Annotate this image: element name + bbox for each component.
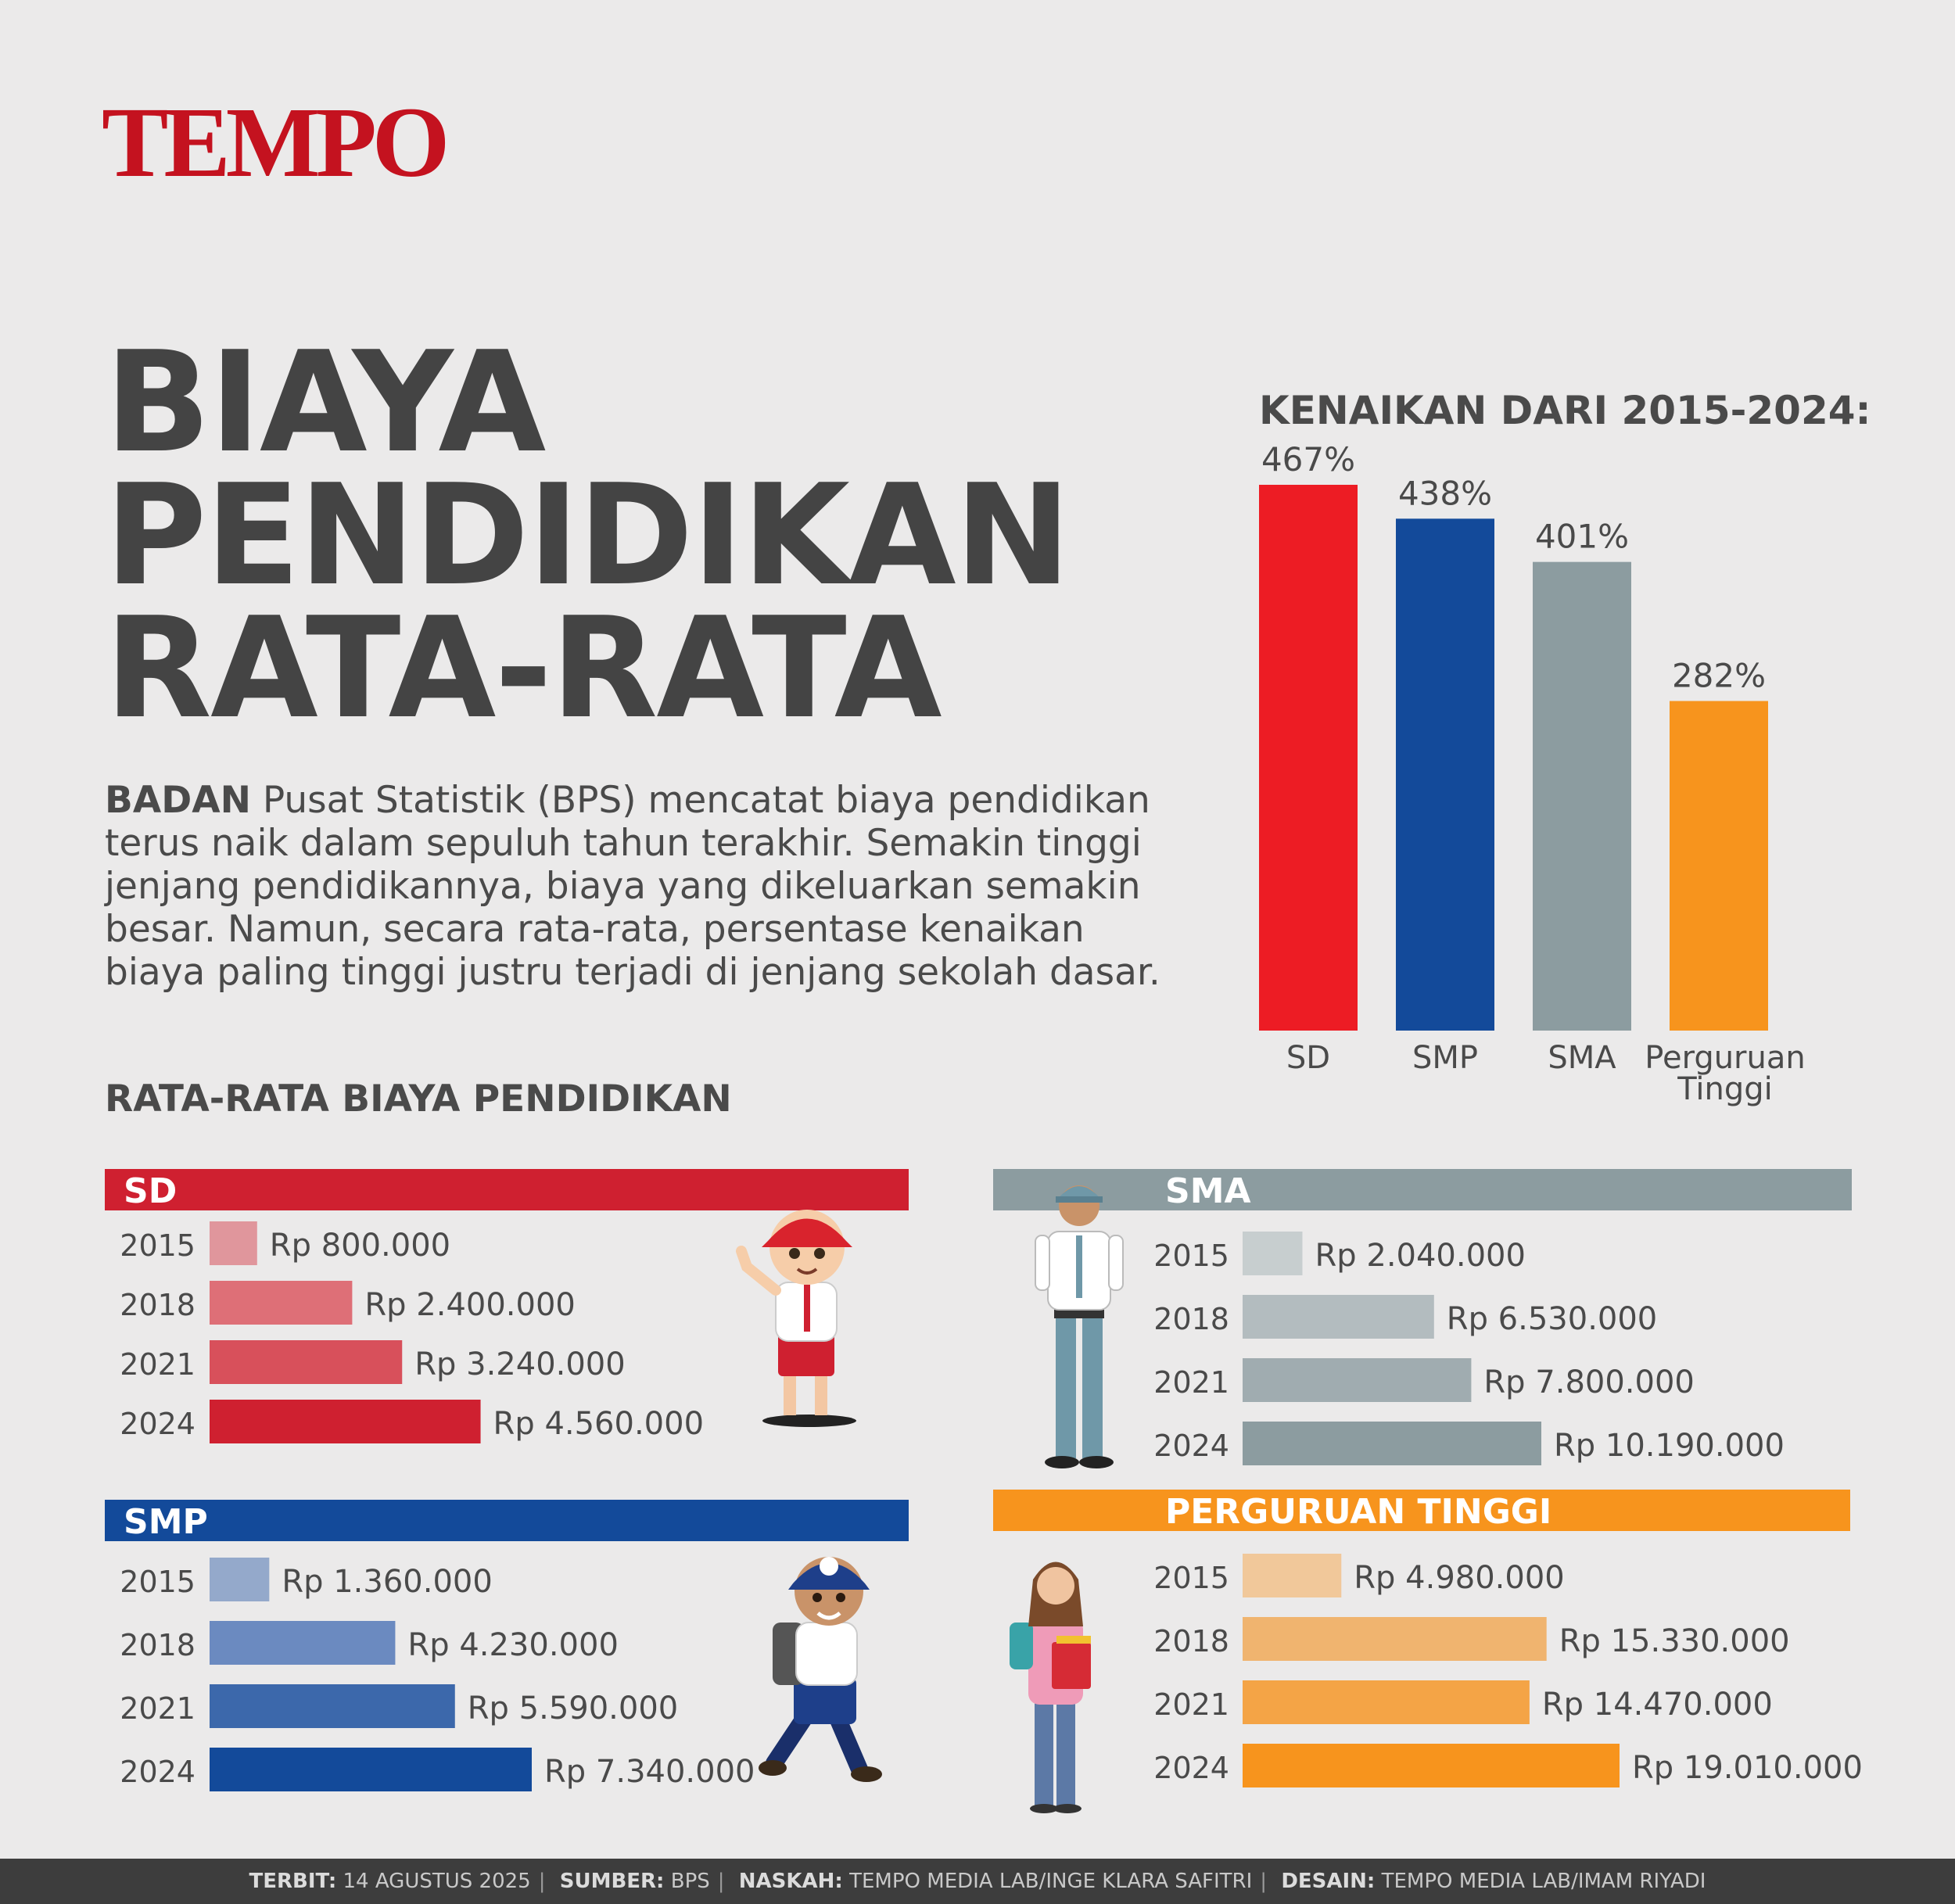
perguruan-tinggi-year-label-0: 2015 bbox=[1153, 1561, 1229, 1595]
sma-bar-2 bbox=[1243, 1358, 1472, 1402]
sma-student-illustration bbox=[1035, 1185, 1124, 1468]
footer-desain-label: DESAIN: bbox=[1281, 1870, 1376, 1893]
percent-bar-0 bbox=[1259, 485, 1358, 1031]
sma-year-label-3: 2024 bbox=[1153, 1429, 1229, 1463]
sd-bar-1 bbox=[210, 1281, 353, 1325]
title-line-3: RATA-RATA bbox=[105, 587, 942, 749]
sd-value-label-2: Rp 3.240.000 bbox=[414, 1346, 625, 1382]
sd-header-band bbox=[105, 1169, 909, 1210]
sma-header-band bbox=[993, 1169, 1852, 1210]
sd-year-label-0: 2015 bbox=[120, 1228, 196, 1263]
footer-terbit: 14 AGUSTUS 2025 bbox=[343, 1870, 531, 1893]
percent-value-label-3: 282% bbox=[1672, 657, 1766, 695]
percent-category-label-3-0: Perguruan bbox=[1645, 1040, 1805, 1076]
intro-text: Pusat Statistik (BPS) mencatat biaya pen… bbox=[105, 779, 1160, 994]
sma-year-label-1: 2018 bbox=[1153, 1302, 1229, 1336]
perguruan-tinggi-header-title: PERGURUAN TINGGI bbox=[1165, 1492, 1551, 1532]
perguruan-tinggi-value-label-3: Rp 19.010.000 bbox=[1632, 1750, 1863, 1786]
sma-year-label-0: 2015 bbox=[1153, 1239, 1229, 1273]
charts-canvas: KENAIKAN DARI 2015-2024: 467% SD 438% SMP 401… bbox=[105, 388, 1871, 1791]
sd-year-label-2: 2021 bbox=[120, 1347, 196, 1382]
smp-header-title: SMP bbox=[124, 1502, 208, 1542]
smp-year-label-1: 2018 bbox=[120, 1628, 196, 1662]
smp-student-illustration bbox=[759, 1557, 882, 1782]
smp-bar-0 bbox=[210, 1558, 270, 1601]
perguruan-tinggi-value-label-2: Rp 14.470.000 bbox=[1542, 1687, 1773, 1723]
sd-value-label-0: Rp 800.000 bbox=[270, 1228, 450, 1264]
section-subheading: RATA-RATA BIAYA PENDIDIKAN bbox=[105, 1077, 732, 1121]
perguruan-tinggi-bar-1 bbox=[1243, 1617, 1547, 1661]
perguruan-tinggi-bar-2 bbox=[1243, 1680, 1530, 1724]
percent-value-label-2: 401% bbox=[1535, 518, 1629, 556]
percent-category-label-1-0: SMP bbox=[1412, 1040, 1478, 1076]
perguruan-tinggi-year-label-1: 2018 bbox=[1153, 1624, 1229, 1658]
perguruan-tinggi-header-band bbox=[993, 1490, 1850, 1531]
title-line-1: BIAYA bbox=[105, 321, 546, 483]
smp-year-label-2: 2021 bbox=[120, 1691, 196, 1726]
perguruan-tinggi-bar-0 bbox=[1243, 1554, 1342, 1597]
footer-desain: TEMPO MEDIA LAB/IMAM RIYADI bbox=[1381, 1870, 1706, 1893]
sma-bar-3 bbox=[1243, 1422, 1541, 1465]
smp-value-label-3: Rp 7.340.000 bbox=[544, 1754, 755, 1790]
percent-bar-2 bbox=[1533, 561, 1631, 1031]
sd-header-title: SD bbox=[124, 1171, 177, 1211]
sd-bar-2 bbox=[210, 1340, 403, 1384]
smp-year-label-3: 2024 bbox=[120, 1755, 196, 1789]
sma-value-label-1: Rp 6.530.000 bbox=[1447, 1301, 1657, 1337]
percent-value-label-1: 438% bbox=[1398, 474, 1492, 512]
perguruan-tinggi-year-label-3: 2024 bbox=[1153, 1751, 1229, 1785]
sd-value-label-3: Rp 4.560.000 bbox=[493, 1406, 704, 1442]
smp-header-band bbox=[105, 1500, 909, 1541]
university-student-illustration bbox=[1010, 1562, 1091, 1813]
sma-header-title: SMA bbox=[1165, 1171, 1251, 1211]
smp-bar-1 bbox=[210, 1621, 396, 1665]
intro-paragraph: BADAN Pusat Statistik (BPS) mencatat bia… bbox=[105, 779, 1184, 994]
percent-bar-3 bbox=[1670, 701, 1768, 1031]
footer-sumber: BPS bbox=[670, 1870, 710, 1893]
perguruan-tinggi-value-label-0: Rp 4.980.000 bbox=[1354, 1560, 1564, 1596]
footer-terbit-label: TERBIT: bbox=[249, 1870, 337, 1893]
sd-year-label-1: 2018 bbox=[120, 1288, 196, 1322]
smp-value-label-2: Rp 5.590.000 bbox=[468, 1691, 678, 1727]
page-title: BIAYA PENDIDIKAN RATA-RATA bbox=[105, 321, 1071, 749]
smp-value-label-1: Rp 4.230.000 bbox=[407, 1627, 618, 1663]
sd-student-illustration bbox=[736, 1210, 856, 1427]
sma-bar-0 bbox=[1243, 1232, 1303, 1275]
smp-year-label-0: 2015 bbox=[120, 1565, 196, 1599]
tempo-logo: TEMPO bbox=[102, 87, 450, 198]
sd-value-label-1: Rp 2.400.000 bbox=[364, 1287, 575, 1323]
footer-naskah: TEMPO MEDIA LAB/INGE KLARA SAFITRI bbox=[849, 1870, 1253, 1893]
sma-value-label-2: Rp 7.800.000 bbox=[1483, 1364, 1694, 1400]
percent-bar-1 bbox=[1396, 518, 1494, 1031]
smp-bar-2 bbox=[210, 1684, 455, 1728]
percent-category-label-0-0: SD bbox=[1286, 1040, 1330, 1076]
footer-naskah-label: NASKAH: bbox=[738, 1870, 843, 1893]
perguruan-tinggi-bar-3 bbox=[1243, 1744, 1620, 1787]
percent-value-label-0: 467% bbox=[1261, 440, 1355, 479]
perguruan-tinggi-value-label-1: Rp 15.330.000 bbox=[1559, 1623, 1790, 1659]
intro-lead: BADAN bbox=[105, 779, 251, 822]
footer-sumber-label: SUMBER: bbox=[559, 1870, 665, 1893]
sd-bar-3 bbox=[210, 1400, 481, 1443]
sma-year-label-2: 2021 bbox=[1153, 1365, 1229, 1400]
percent-category-label-3-1: Tinggi bbox=[1677, 1071, 1773, 1107]
title-line-2: PENDIDIKAN bbox=[105, 454, 1071, 616]
sma-bar-1 bbox=[1243, 1295, 1434, 1339]
percent-category-label-2-0: SMA bbox=[1548, 1040, 1616, 1076]
smp-value-label-0: Rp 1.360.000 bbox=[282, 1564, 492, 1600]
footer-credits: TERBIT: 14 AGUSTUS 2025 | SUMBER: BPS | NA… bbox=[0, 1859, 1955, 1904]
sma-value-label-3: Rp 10.190.000 bbox=[1554, 1428, 1785, 1464]
perguruan-tinggi-year-label-2: 2021 bbox=[1153, 1687, 1229, 1722]
percent-chart-title: KENAIKAN DARI 2015-2024: bbox=[1259, 388, 1871, 433]
sd-year-label-3: 2024 bbox=[120, 1407, 196, 1441]
sd-bar-0 bbox=[210, 1221, 257, 1265]
smp-bar-3 bbox=[210, 1748, 532, 1791]
sma-value-label-0: Rp 2.040.000 bbox=[1315, 1238, 1525, 1274]
